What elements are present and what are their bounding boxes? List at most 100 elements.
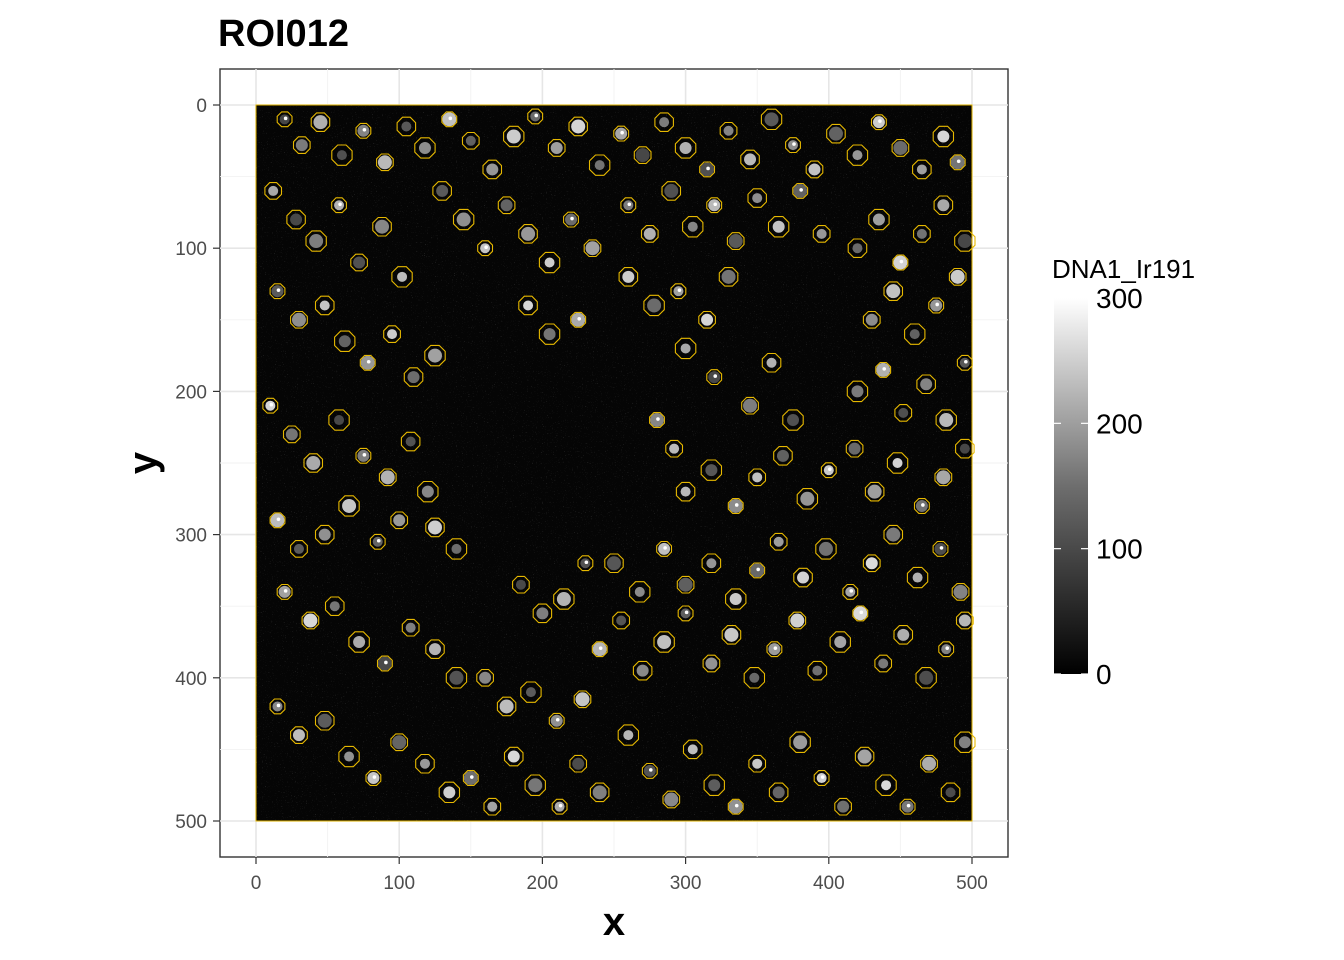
y-tick-label: 200 [175, 382, 207, 403]
nucleus-highlight [534, 113, 539, 118]
cell-outline [401, 618, 420, 637]
nucleus-mark [418, 141, 431, 154]
cell-outline [365, 770, 382, 786]
nucleus-mark [291, 312, 306, 327]
nucleus-mark [872, 213, 885, 226]
nucleus-mark [592, 785, 607, 800]
cell-outline [726, 232, 745, 250]
nucleus-mark [867, 484, 882, 499]
nucleus-mark [506, 129, 521, 144]
nucleus-mark [857, 749, 872, 764]
nucleus-mark [397, 271, 408, 282]
cell-outline [875, 774, 897, 796]
nucleus-highlight [620, 130, 624, 135]
nucleus-mark [834, 636, 847, 648]
nucleus-mark [705, 657, 718, 670]
cell-outline [741, 396, 759, 415]
nucleus-mark [543, 328, 556, 341]
cell-outline [452, 208, 475, 231]
nucleus-mark [451, 543, 462, 554]
cell-outline [290, 540, 308, 558]
cell-outline [886, 452, 909, 474]
cell-outline [892, 254, 909, 271]
cell-outline [915, 667, 937, 689]
nucleus-highlight [362, 127, 367, 132]
nucleus-mark [317, 713, 332, 728]
cell-outline [290, 310, 308, 329]
cell-outline [290, 726, 308, 744]
cell-outline [503, 125, 525, 148]
nucleus-mark [313, 115, 328, 130]
nucleus-highlight [964, 359, 968, 364]
nucleus-highlight [828, 467, 832, 471]
nucleus-mark [293, 543, 304, 554]
nucleus-highlight [663, 546, 667, 550]
nucleus-mark [486, 163, 499, 176]
nucleus-highlight [684, 610, 689, 615]
cell-outline [547, 139, 566, 157]
nucleus-mark [292, 729, 305, 742]
nucleus-highlight [269, 402, 274, 407]
cell-outline [286, 209, 306, 230]
cell-outline [445, 538, 468, 560]
nucleus-mark [723, 125, 734, 136]
nucleus-mark [724, 627, 739, 642]
cell-outline [766, 641, 783, 658]
cell-outline [383, 325, 401, 343]
nucleus-mark [776, 449, 789, 462]
cell-outline [372, 216, 392, 237]
cell-outline [512, 575, 530, 594]
cell-outline [846, 380, 869, 403]
image-texture [256, 105, 972, 821]
chart-title: ROI012 [218, 13, 349, 55]
cell-outline [662, 790, 681, 809]
cell-outline [940, 782, 961, 803]
nucleus-mark [657, 635, 672, 649]
cell-outline [390, 733, 409, 752]
nucleus-mark [764, 112, 779, 127]
nucleus-mark [521, 226, 536, 241]
cell-outline [954, 230, 976, 252]
cell-outline [496, 696, 517, 717]
cell-outline [328, 409, 350, 431]
nucleus-mark [728, 234, 743, 249]
nucleus-highlight [448, 116, 453, 121]
cell-outline [654, 112, 674, 132]
nucleus-mark [743, 398, 758, 413]
nucleus-highlight [338, 202, 342, 207]
y-axis-ticks: 0 100 200 300 400 500 [175, 96, 220, 833]
nucleus-mark [585, 241, 600, 256]
cell-outline [904, 323, 926, 345]
legend-title: DNA1_Ir191 [1052, 254, 1195, 284]
cell-outline [376, 153, 394, 172]
nucleus-mark [636, 664, 649, 677]
cell-outline [324, 596, 345, 616]
cell-outline [348, 631, 370, 653]
cell-outline [518, 224, 538, 244]
nucleus-mark [336, 150, 347, 161]
nucleus-mark [848, 442, 861, 455]
cell-outline [912, 159, 932, 180]
nucleus-highlight [276, 288, 281, 292]
legend-colorbar [1054, 298, 1088, 674]
cell-outline [653, 631, 675, 653]
cell-outline [727, 798, 744, 815]
nucleus-mark [816, 228, 827, 239]
cell-outline [482, 159, 503, 180]
cell-outline [854, 746, 875, 767]
nucleus-mark [479, 671, 492, 684]
legend-tick-label: 200 [1096, 408, 1143, 439]
cell-outline [727, 498, 744, 514]
cell-outline [527, 108, 544, 125]
nucleus-mark [401, 121, 412, 132]
cell-outline [548, 712, 565, 729]
cell-outline [875, 361, 892, 378]
cell-outline [938, 641, 955, 658]
cell-outline [303, 453, 324, 473]
nucleus-highlight [484, 245, 488, 249]
cell-outline [815, 538, 837, 560]
nucleus-mark [865, 313, 878, 326]
cell-outline [538, 251, 561, 274]
nucleus-mark [937, 199, 950, 212]
nucleus-mark [886, 284, 901, 299]
